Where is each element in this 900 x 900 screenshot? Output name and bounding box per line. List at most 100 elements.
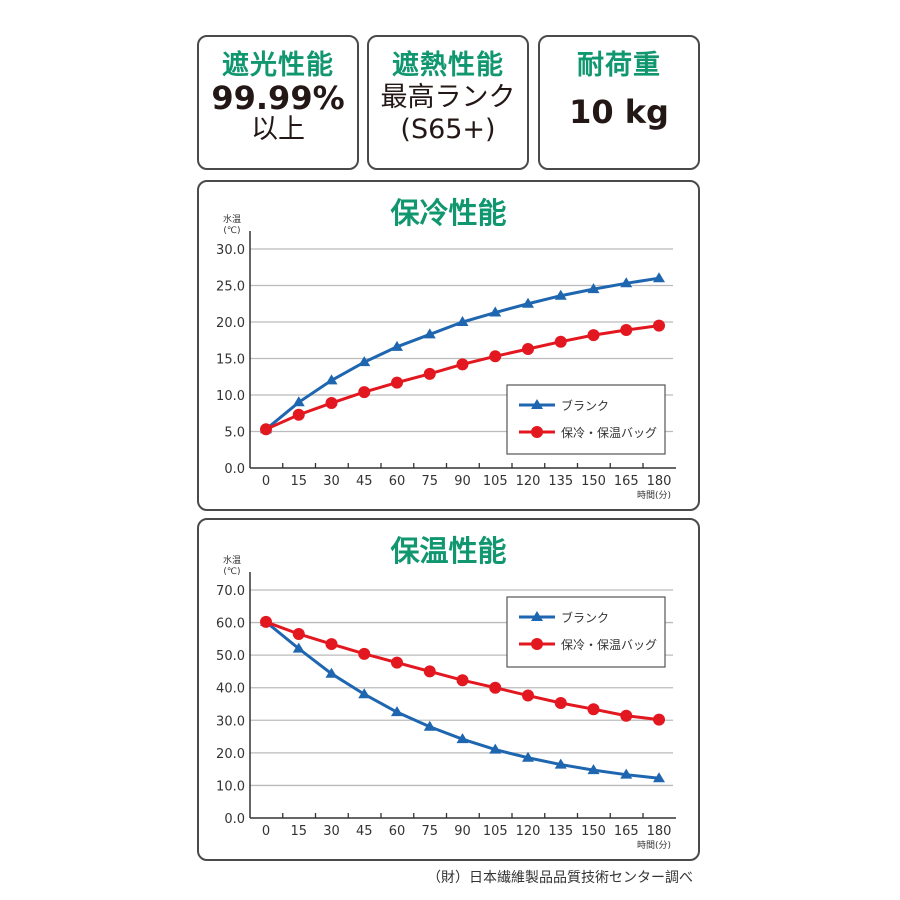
- data-point: [489, 306, 502, 317]
- y-axis-unit: (℃): [223, 567, 240, 577]
- legend-box: [506, 596, 666, 668]
- data-point: [522, 297, 534, 308]
- chart-panel-cooling: 保冷性能 水温 (℃) 0.0 5.0 10.0 15.0 20.0 25.0 30.0 0 15 3…: [197, 180, 700, 511]
- data-point: [292, 396, 305, 407]
- data-point: [620, 324, 633, 337]
- data-point: [653, 319, 665, 332]
- data-point: [554, 758, 567, 769]
- y-tick-label: 5.0: [224, 426, 245, 441]
- legend-marker: [531, 611, 543, 621]
- x-tick-label: 90: [454, 474, 471, 489]
- data-point: [456, 674, 469, 687]
- data-point: [620, 768, 633, 779]
- spec-title: 遮光性能: [222, 50, 334, 81]
- data-point: [358, 647, 371, 660]
- x-tick-label: 60: [389, 824, 406, 839]
- data-point: [325, 638, 338, 651]
- data-point: [554, 335, 567, 348]
- data-point: [358, 356, 371, 367]
- spec-value: 最高ランク: [380, 82, 516, 113]
- data-point: [391, 376, 403, 389]
- warming-chart: 水温(℃) 0.0 10.0 20.0 30.0 40.0 50.0 60.0 70.0 0 15 3…: [216, 554, 676, 851]
- y-tick-label: 15.0: [216, 353, 245, 368]
- x-tick-label: 105: [483, 824, 508, 839]
- data-point: [620, 709, 633, 722]
- y-tick-label: 20.0: [216, 316, 245, 331]
- legend-marker: [531, 399, 543, 409]
- y-tick-label: 50.0: [216, 649, 245, 664]
- data-point: [653, 272, 665, 283]
- x-tick-label: 165: [614, 474, 639, 489]
- chart-title: 保冷性能: [390, 196, 507, 230]
- x-tick-label: 105: [483, 474, 508, 489]
- y-tick-label: 10.0: [216, 389, 245, 404]
- x-tick-label: 75: [421, 474, 438, 489]
- spec-title: 耐荷重: [577, 50, 661, 81]
- x-tick-label: 120: [516, 824, 541, 839]
- data-point: [325, 667, 338, 678]
- data-point: [456, 316, 469, 326]
- x-tick-label: 15: [290, 474, 307, 489]
- x-tick-label: 30: [323, 824, 340, 839]
- x-tick-label: 15: [290, 824, 307, 839]
- data-point: [423, 665, 436, 678]
- legend-label: 保冷・保温バッグ: [561, 638, 657, 652]
- y-tick-label: 30.0: [216, 714, 245, 729]
- legend-box: [506, 384, 666, 455]
- spec-value: 10 kg: [569, 93, 669, 131]
- data-point: [292, 408, 305, 421]
- y-tick-label: 25.0: [216, 280, 245, 295]
- data-point: [358, 688, 371, 699]
- data-point: [554, 697, 567, 710]
- x-tick-label: 180: [647, 824, 672, 839]
- data-point: [292, 642, 305, 653]
- data-point: [620, 277, 633, 288]
- x-tick-label: 75: [421, 824, 438, 839]
- data-point: [325, 397, 338, 410]
- data-point: [489, 743, 502, 754]
- data-point: [423, 720, 436, 731]
- data-point: [260, 423, 272, 436]
- data-point: [653, 772, 665, 783]
- data-point: [653, 713, 665, 726]
- data-point: [456, 358, 469, 371]
- x-tick-label: 0: [262, 474, 270, 489]
- legend-marker: [531, 426, 543, 438]
- y-axis-label: 水温: [223, 554, 241, 566]
- spec-card-load: 耐荷重 10 kg: [538, 35, 700, 170]
- data-point: [391, 656, 403, 669]
- cooling-chart: 水温(℃) 0.0 5.0 10.0 15.0 20.0 25.0 30.0 0 15 30 45 60…: [216, 213, 676, 501]
- spec-title: 遮熱性能: [392, 50, 504, 81]
- source-note: （財）日本繊維製品品質技術センター調べ: [427, 870, 693, 886]
- data-point: [423, 367, 436, 380]
- y-tick-label: 60.0: [216, 617, 245, 632]
- data-point: [391, 706, 403, 717]
- x-tick-label: 180: [647, 474, 672, 489]
- x-tick-label: 150: [581, 824, 606, 839]
- y-axis-unit: (℃): [223, 226, 240, 236]
- y-axis-label: 水温: [223, 213, 241, 225]
- y-tick-label: 40.0: [216, 682, 245, 697]
- spec-value: 99.99%: [211, 79, 345, 117]
- x-tick-label: 135: [548, 474, 573, 489]
- data-point: [423, 328, 436, 339]
- spec-card-heat-shield: 遮熱性能 最高ランク (S65+): [367, 35, 529, 170]
- data-point: [522, 751, 534, 762]
- data-point: [456, 733, 469, 744]
- data-point: [522, 343, 534, 356]
- x-tick-label: 150: [581, 474, 606, 489]
- data-point: [260, 615, 272, 628]
- y-tick-label: 30.0: [216, 243, 245, 258]
- spec-card-shading: 遮光性能 99.99% 以上: [197, 35, 359, 170]
- x-axis-label: 時間(分): [637, 490, 671, 501]
- y-tick-label: 70.0: [216, 584, 245, 599]
- x-tick-label: 165: [614, 824, 639, 839]
- data-point: [587, 764, 600, 775]
- legend-marker: [531, 638, 543, 650]
- data-point: [587, 329, 600, 342]
- spec-value-sub: 以上: [251, 114, 305, 145]
- legend-label: ブランク: [561, 610, 609, 625]
- x-tick-label: 45: [356, 474, 373, 489]
- chart-title: 保温性能: [390, 534, 507, 568]
- data-point: [358, 386, 371, 399]
